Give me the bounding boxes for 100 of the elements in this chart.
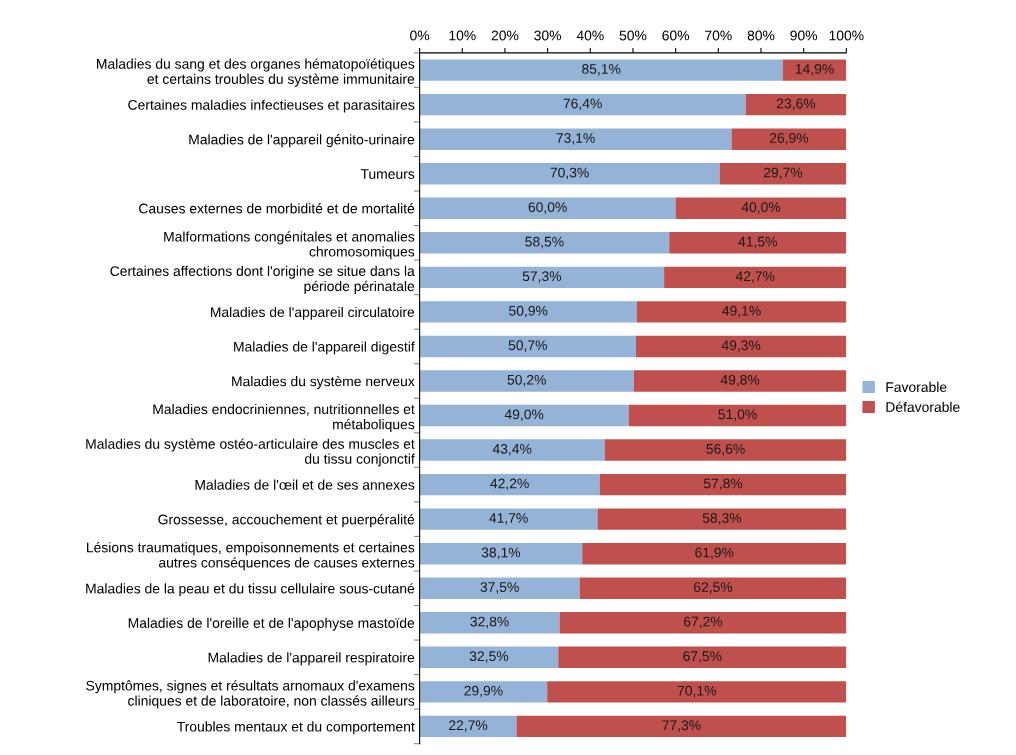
- bar: [582, 542, 847, 565]
- bar: [419, 715, 517, 738]
- data-label: 77,3%: [662, 720, 701, 732]
- bar: [635, 335, 847, 358]
- x-tick-label: 90%: [790, 30, 818, 41]
- bar: [419, 370, 634, 392]
- y-tick-label: Maladies de l'œil et de ses annexes: [195, 479, 415, 490]
- data-label: 67,5%: [683, 651, 722, 663]
- y-tick-label: Maladies de l'appareil génito-urinaire: [189, 134, 415, 148]
- data-label: 41,7%: [489, 513, 528, 525]
- bar: [547, 681, 847, 703]
- data-label: 73,1%: [556, 133, 595, 145]
- bar: [419, 473, 600, 496]
- bar: [636, 301, 847, 323]
- y-tick-label: Tumeurs: [360, 169, 415, 179]
- bar: [745, 93, 847, 116]
- y-tick-label: Maladies de la peau et du tissu cellulaire sous-cutané: [86, 583, 415, 597]
- x-tick-label: 20%: [491, 30, 519, 41]
- bar: [782, 59, 847, 81]
- bar: [419, 93, 746, 116]
- data-label: 60,0%: [528, 202, 567, 214]
- data-label: 37,5%: [480, 582, 519, 594]
- y-tick-label: Certaines affections dont l'origine se situe dans la période périnatale: [110, 265, 415, 294]
- bar: [597, 508, 847, 530]
- y-tick-label: Maladies de l'appareil circulatoire: [210, 306, 415, 320]
- bar: [419, 266, 665, 289]
- x-tick-label: 50%: [619, 30, 647, 41]
- bar: [419, 681, 548, 703]
- data-label: 29,7%: [763, 167, 803, 180]
- bar: [419, 577, 580, 599]
- data-label: 70,1%: [677, 685, 716, 698]
- bar: [419, 542, 583, 565]
- data-label: 38,1%: [481, 547, 521, 560]
- y-tick-label: Causes externes de morbidité et de mortalité: [139, 203, 415, 214]
- y-tick-label: Malformations congénitales et anomalies chromosomiques: [164, 231, 415, 260]
- x-tick-label: 80%: [747, 30, 775, 41]
- x-tick-label: 0%: [410, 30, 430, 41]
- x-tick-label: 40%: [576, 30, 604, 41]
- data-label: 23,6%: [776, 98, 816, 111]
- bar: [419, 59, 783, 81]
- data-label: 49,0%: [504, 409, 544, 421]
- bar: [419, 335, 636, 358]
- data-label: 85,1%: [582, 64, 621, 76]
- y-tick-label: Maladies du système ostéo-articulaire des muscles et du tissu conjonctif: [86, 438, 415, 467]
- data-label: 42,2%: [490, 478, 529, 490]
- bar: [419, 197, 676, 219]
- data-label: 57,8%: [703, 478, 743, 490]
- bar: [559, 612, 847, 634]
- data-label: 57,3%: [522, 271, 562, 283]
- y-tick-label: Maladies du sang et des organes hématopoïétiques et certains troubles du système immunitaire: [97, 58, 415, 87]
- y-tick-label: Maladies de l'appareil respiratoire: [208, 652, 415, 666]
- bar: [731, 128, 847, 150]
- y-tick-label: Lésions traumatiques, empoisonnements et certaines autres conséquences de causes externes: [87, 542, 415, 571]
- bar: [419, 439, 605, 461]
- y-tick-label: Maladies de l'appareil digestif: [234, 341, 415, 355]
- bar: [664, 266, 847, 289]
- data-label: 49,3%: [721, 340, 761, 352]
- data-label: 32,8%: [470, 616, 509, 629]
- data-label: 50,7%: [508, 340, 547, 352]
- bar: [419, 508, 598, 530]
- bar: [719, 163, 847, 185]
- bar: [599, 473, 847, 496]
- x-tick-label: 10%: [449, 30, 476, 41]
- data-label: 14,9%: [795, 64, 834, 76]
- data-label: 49,8%: [720, 374, 760, 387]
- y-tick-label: Troubles mentaux et du comportement: [177, 721, 415, 735]
- data-label: 43,4%: [492, 443, 532, 456]
- bar: [675, 197, 847, 219]
- x-tick-label: 70%: [705, 30, 732, 41]
- x-tick-label: 100%: [829, 30, 864, 41]
- bar: [633, 370, 847, 392]
- y-tick-label: Symptômes, signes et résultats arnomaux d'examens cliniques et de laboratoire, non classés ailleurs: [86, 680, 415, 709]
- bar: [628, 404, 847, 427]
- y-tick-label: Maladies de l'oreille et de l'apophyse mastoïde: [128, 617, 415, 631]
- y-tick-label: Grossesse, accouchement et puerpéralité: [158, 514, 415, 528]
- data-label: 26,9%: [769, 133, 809, 145]
- data-label: 51,0%: [718, 409, 757, 421]
- data-label: 58,3%: [702, 513, 742, 525]
- data-label: 22,7%: [449, 720, 488, 732]
- data-label: 67,2%: [683, 616, 723, 629]
- bar: [579, 577, 847, 599]
- legend-label: Favorable: [886, 381, 947, 393]
- bar: [419, 232, 670, 254]
- y-tick-label: Maladies du système nerveux: [232, 375, 415, 389]
- bar: [604, 439, 847, 461]
- y-tick-label: Maladies endocriniennes, nutritionnelles et métaboliques: [153, 403, 415, 433]
- data-label: 56,6%: [706, 443, 745, 456]
- bar: [419, 128, 732, 150]
- data-label: 62,5%: [693, 582, 733, 594]
- data-label: 58,5%: [525, 236, 564, 249]
- data-label: 41,5%: [738, 236, 777, 249]
- bar: [419, 301, 637, 323]
- data-label: 40,0%: [741, 202, 781, 214]
- x-tick-label: 60%: [662, 30, 690, 41]
- data-label: 29,9%: [464, 685, 503, 698]
- data-label: 50,2%: [507, 374, 546, 387]
- bar: [558, 646, 847, 669]
- bar: [419, 646, 559, 669]
- data-label: 42,7%: [735, 271, 775, 283]
- data-label: 61,9%: [695, 547, 734, 560]
